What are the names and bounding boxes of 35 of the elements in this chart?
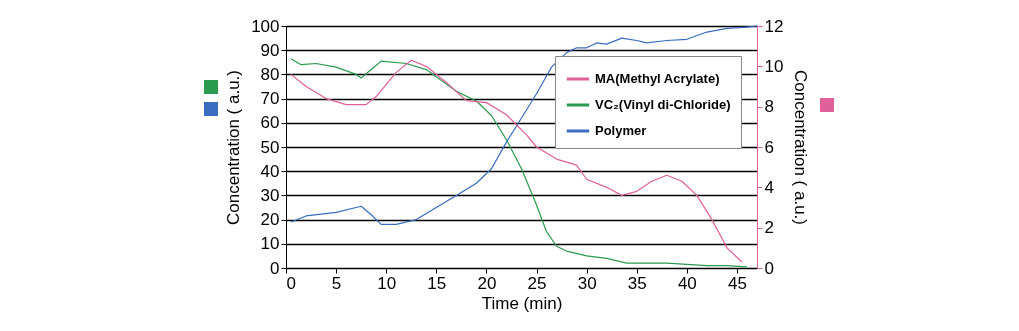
- x-axis-title: Time (min): [481, 293, 563, 313]
- y2-tick-label: 0: [764, 258, 774, 278]
- x-tick-label: 30: [577, 273, 597, 293]
- y-tick-label: 30: [260, 185, 280, 205]
- x-tick-label: 15: [427, 273, 447, 293]
- y-tick-label: 80: [260, 64, 280, 84]
- line-series: [290, 25, 758, 226]
- y-tick-label: 70: [260, 89, 280, 109]
- legend-label: MA(Methyl Acrylate): [595, 71, 720, 86]
- x-tick-label: 25: [527, 273, 547, 293]
- y-tick-label: 0: [270, 258, 280, 278]
- y2-tick-label: 10: [764, 56, 784, 76]
- y2-tick-label: 4: [764, 177, 774, 197]
- y-tick-label: 100: [251, 16, 280, 36]
- y-tick-label: 10: [260, 234, 280, 254]
- legend-label: Polymer: [595, 123, 647, 138]
- legend-label: VC₂(Vinyl di-Chloride): [595, 97, 731, 112]
- x-tick-label: 35: [627, 273, 647, 293]
- x-tick-label: 0: [286, 273, 296, 293]
- y2-tick-label: 8: [764, 97, 774, 117]
- x-tick-label: 20: [477, 273, 497, 293]
- x-tick-label: 10: [377, 273, 397, 293]
- x-tick-label: 40: [677, 273, 697, 293]
- y-axis-title: Concentration ( a.u.): [224, 70, 244, 225]
- y-tick-label: 50: [260, 137, 280, 157]
- y-tick-label: 20: [260, 210, 280, 230]
- x-tick-label: 45: [728, 273, 747, 293]
- y-tick-label: 90: [260, 40, 280, 60]
- y2-tick-label: 6: [764, 137, 774, 157]
- y-tick-label: 40: [260, 161, 280, 181]
- x-tick-label: 5: [331, 273, 342, 293]
- y2-tick-label: 2: [764, 218, 774, 238]
- y2-tick-label: 12: [764, 16, 784, 36]
- y-tick-label: 60: [260, 113, 280, 133]
- y2-axis-title: Concentration ( a.u.): [791, 70, 811, 225]
